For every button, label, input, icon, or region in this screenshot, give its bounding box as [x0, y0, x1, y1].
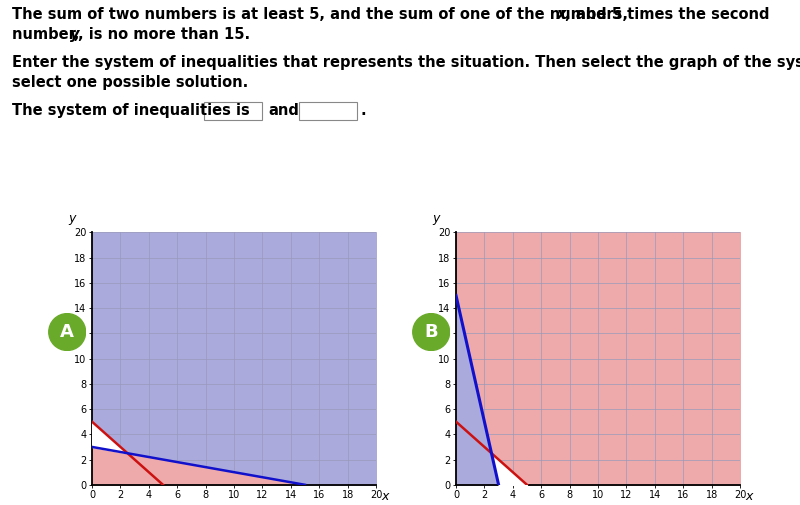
FancyBboxPatch shape [299, 102, 357, 120]
Text: , and 5 times the second: , and 5 times the second [565, 7, 770, 22]
Circle shape [49, 314, 86, 350]
Text: The system of inequalities is: The system of inequalities is [12, 103, 250, 118]
Text: Enter the system of inequalities that represents the situation. Then select the : Enter the system of inequalities that re… [12, 55, 800, 70]
Y-axis label: y: y [433, 212, 440, 225]
Text: , is no more than 15.: , is no more than 15. [78, 27, 250, 42]
Text: x: x [557, 7, 566, 22]
X-axis label: x: x [745, 490, 752, 503]
Text: The sum of two numbers is at least 5, and the sum of one of the numbers,: The sum of two numbers is at least 5, an… [12, 7, 633, 22]
X-axis label: x: x [381, 490, 388, 503]
Text: number,: number, [12, 27, 85, 42]
Text: and: and [268, 103, 299, 118]
Text: select one possible solution.: select one possible solution. [12, 75, 248, 90]
Circle shape [413, 314, 450, 350]
Text: A: A [60, 323, 74, 341]
Y-axis label: y: y [69, 212, 76, 225]
Text: y: y [70, 27, 79, 42]
Text: .: . [361, 103, 366, 118]
FancyBboxPatch shape [204, 102, 262, 120]
Text: B: B [424, 323, 438, 341]
